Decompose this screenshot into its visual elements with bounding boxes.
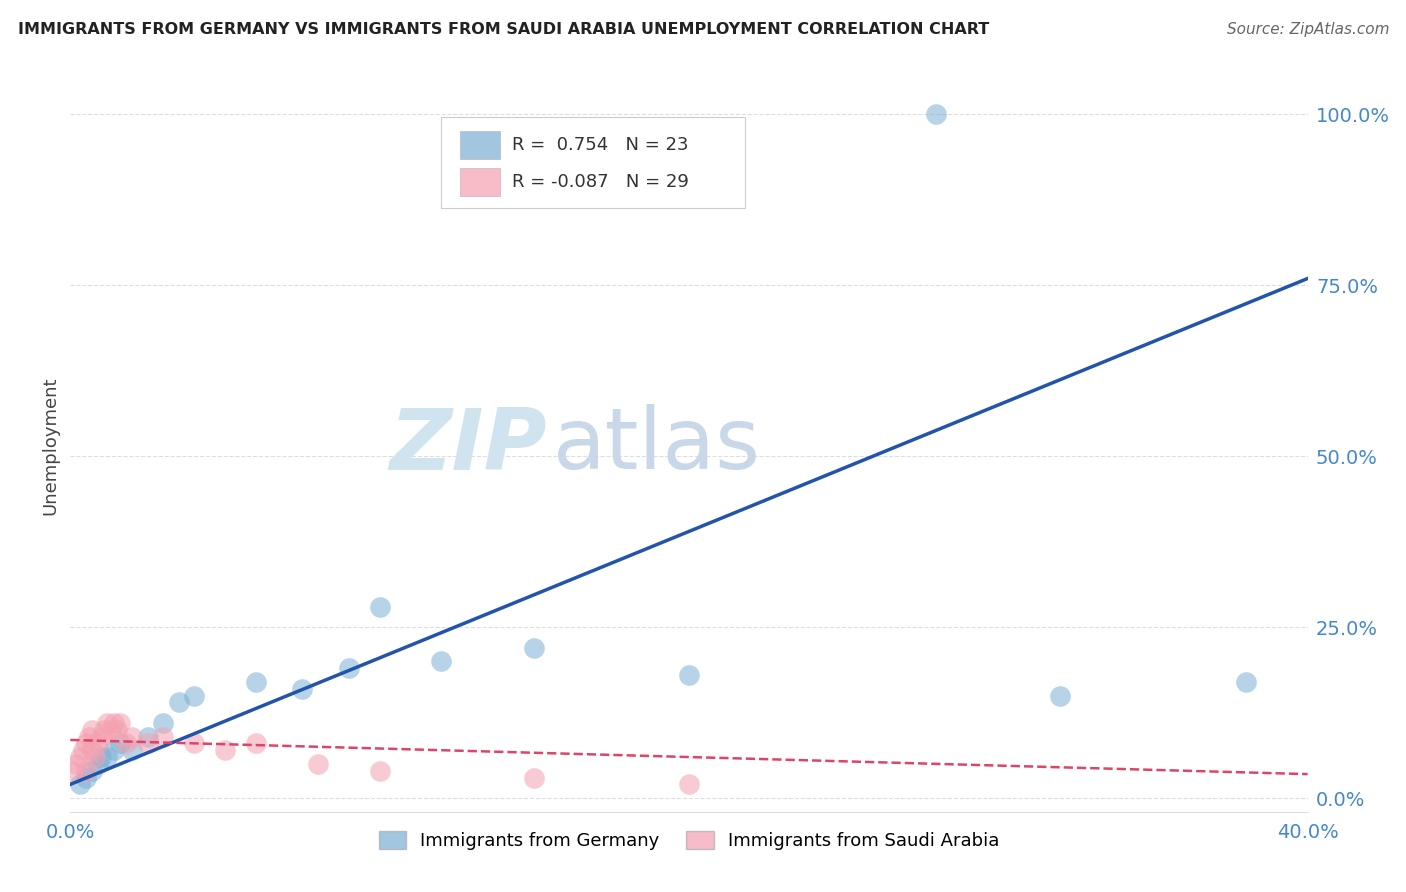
- Point: [368, 599, 391, 614]
- Point: [183, 689, 205, 703]
- Point: [77, 730, 100, 744]
- Point: [523, 640, 546, 655]
- Text: Source: ZipAtlas.com: Source: ZipAtlas.com: [1226, 22, 1389, 37]
- Point: [84, 750, 107, 764]
- Text: R =  0.754   N = 23: R = 0.754 N = 23: [512, 136, 689, 154]
- Point: [87, 736, 110, 750]
- Legend: Immigrants from Germany, Immigrants from Saudi Arabia: Immigrants from Germany, Immigrants from…: [371, 823, 1007, 857]
- Point: [136, 736, 159, 750]
- Point: [96, 750, 118, 764]
- Point: [245, 674, 267, 689]
- Point: [115, 736, 138, 750]
- Point: [80, 743, 103, 757]
- Y-axis label: Unemployment: Unemployment: [41, 376, 59, 516]
- Point: [678, 777, 700, 791]
- Point: [1234, 674, 1257, 689]
- Point: [105, 723, 128, 737]
- FancyBboxPatch shape: [441, 117, 745, 209]
- Point: [75, 771, 97, 785]
- Point: [65, 756, 87, 771]
- Point: [121, 743, 143, 757]
- Point: [337, 661, 360, 675]
- Point: [108, 736, 131, 750]
- FancyBboxPatch shape: [460, 168, 499, 196]
- Point: [93, 723, 115, 737]
- Point: [80, 723, 103, 737]
- Point: [167, 695, 190, 709]
- Point: [90, 750, 112, 764]
- Point: [75, 736, 97, 750]
- Point: [87, 756, 110, 771]
- Point: [152, 730, 174, 744]
- Point: [69, 777, 91, 791]
- Point: [291, 681, 314, 696]
- Point: [80, 764, 103, 778]
- FancyBboxPatch shape: [460, 131, 499, 160]
- Text: IMMIGRANTS FROM GERMANY VS IMMIGRANTS FROM SAUDI ARABIA UNEMPLOYMENT CORRELATION: IMMIGRANTS FROM GERMANY VS IMMIGRANTS FR…: [18, 22, 990, 37]
- Point: [1049, 689, 1071, 703]
- Point: [72, 743, 94, 757]
- Point: [523, 771, 546, 785]
- Point: [69, 750, 91, 764]
- Point: [136, 730, 159, 744]
- Point: [678, 668, 700, 682]
- Point: [307, 756, 329, 771]
- Point: [96, 715, 118, 730]
- Point: [103, 743, 125, 757]
- Point: [214, 743, 236, 757]
- Point: [430, 654, 453, 668]
- Text: R = -0.087   N = 29: R = -0.087 N = 29: [512, 173, 689, 191]
- Point: [183, 736, 205, 750]
- Point: [90, 730, 112, 744]
- Point: [108, 715, 131, 730]
- Point: [62, 764, 84, 778]
- Text: ZIP: ZIP: [389, 404, 547, 488]
- Point: [100, 723, 122, 737]
- Point: [925, 107, 948, 121]
- Point: [103, 715, 125, 730]
- Point: [368, 764, 391, 778]
- Text: atlas: atlas: [553, 404, 761, 488]
- Point: [245, 736, 267, 750]
- Point: [121, 730, 143, 744]
- Point: [152, 715, 174, 730]
- Point: [75, 764, 97, 778]
